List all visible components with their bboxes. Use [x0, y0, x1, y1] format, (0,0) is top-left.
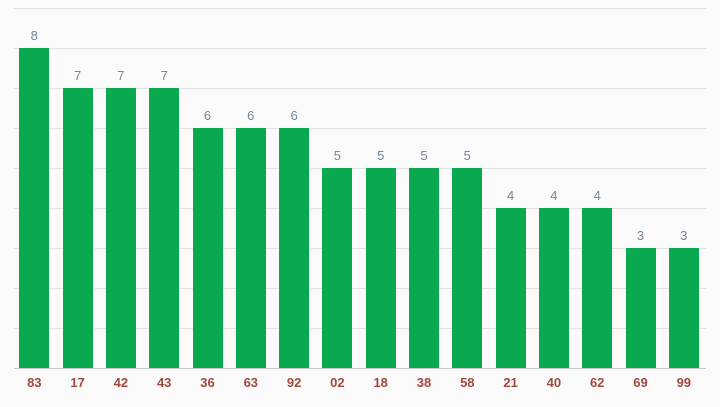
- bar-column: 5: [409, 8, 439, 368]
- bar-value-label: 5: [463, 148, 471, 163]
- gridline: [14, 328, 706, 329]
- bar[interactable]: [279, 128, 310, 368]
- gridline: [14, 88, 706, 89]
- bar[interactable]: [668, 248, 699, 368]
- x-axis-label: 92: [286, 375, 302, 390]
- x-axis-label: 36: [200, 375, 215, 390]
- bar-value-label: 6: [247, 108, 255, 123]
- bar[interactable]: [192, 128, 223, 368]
- x-axis-label: 17: [70, 375, 85, 390]
- gridline: [14, 8, 706, 9]
- bar[interactable]: [322, 168, 353, 368]
- bar-column: 7: [105, 8, 136, 368]
- bar-value-label: 3: [680, 228, 688, 243]
- gridline: [14, 168, 706, 169]
- bar[interactable]: [495, 208, 526, 368]
- bar-column: 4: [582, 8, 613, 368]
- bar-column: 5: [365, 8, 396, 368]
- bar[interactable]: [235, 128, 266, 368]
- x-axis-label: 21: [503, 375, 518, 390]
- bar-column: 4: [495, 8, 526, 368]
- bar-value-label: 3: [636, 228, 645, 243]
- bar-column: 8: [19, 8, 50, 368]
- gridline: [14, 208, 706, 209]
- bar-value-label: 7: [117, 68, 125, 83]
- bar-value-label: 5: [333, 148, 341, 163]
- bar-column: 5: [322, 8, 353, 368]
- gridline: [14, 48, 706, 49]
- x-axis-label: 83: [27, 375, 42, 390]
- bar-column: 3: [668, 8, 699, 368]
- plot-area: 8 7 7 7 6 6 6 5 5 5 5 4: [14, 8, 706, 369]
- bar[interactable]: [582, 208, 613, 368]
- bar-column: 6: [192, 8, 223, 368]
- x-axis-label: 43: [156, 375, 172, 390]
- bar[interactable]: [19, 48, 50, 368]
- bar-column: 3: [625, 8, 656, 368]
- x-axis-label: 99: [676, 375, 692, 390]
- bar-column: 5: [452, 8, 483, 368]
- bar-column: 6: [279, 8, 310, 368]
- x-axis-label: 02: [330, 375, 345, 390]
- x-axis-label: 63: [243, 375, 259, 390]
- bar[interactable]: [149, 88, 180, 368]
- bar[interactable]: [365, 168, 396, 368]
- x-axis-label: 58: [460, 375, 475, 390]
- bar[interactable]: [105, 88, 136, 368]
- bar-value-label: 7: [160, 68, 168, 83]
- x-axis-label: 40: [546, 375, 562, 390]
- x-axis-label: 69: [633, 375, 648, 390]
- bar-value-label: 4: [593, 188, 601, 203]
- x-axis-label: 38: [416, 375, 432, 390]
- bar-value-label: 6: [290, 108, 298, 123]
- gridline: [14, 248, 706, 249]
- gridline: [14, 288, 706, 289]
- bar[interactable]: [409, 168, 439, 368]
- bar-value-label: 4: [506, 188, 515, 203]
- bar-value-label: 5: [420, 148, 428, 163]
- bar-value-label: 4: [550, 188, 558, 203]
- bar-column: 4: [538, 8, 569, 368]
- x-axis: 83 17 42 43 36 63 92 02 18 38 58 21 40 62 69 99: [14, 375, 706, 395]
- bar[interactable]: [625, 248, 656, 368]
- gridline: [14, 128, 706, 129]
- bar-column: 6: [235, 8, 266, 368]
- bar[interactable]: [62, 88, 93, 368]
- x-axis-label: 62: [589, 375, 605, 390]
- x-axis-label: 18: [373, 375, 388, 390]
- bar-value-label: 8: [30, 28, 38, 43]
- bar-column: 7: [149, 8, 180, 368]
- bar[interactable]: [452, 168, 483, 368]
- bar-column: 7: [62, 8, 93, 368]
- bar-value-label: 6: [203, 108, 212, 123]
- x-axis-label: 42: [113, 375, 129, 390]
- bar[interactable]: [538, 208, 569, 368]
- bar-value-label: 7: [73, 68, 82, 83]
- bar-value-label: 5: [377, 148, 385, 163]
